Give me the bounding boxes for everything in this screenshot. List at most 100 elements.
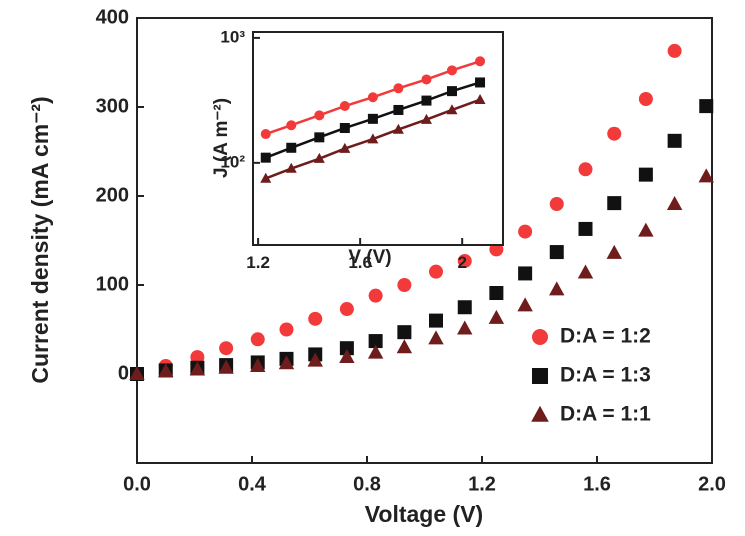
point xyxy=(218,359,234,374)
x-tick-label: 2.0 xyxy=(698,473,726,495)
inset-point xyxy=(339,142,351,153)
point xyxy=(367,344,384,359)
inset-point xyxy=(393,83,404,94)
y-tick-label: 400 xyxy=(96,6,129,28)
point xyxy=(397,278,412,292)
point xyxy=(518,224,533,239)
point xyxy=(339,302,354,317)
point xyxy=(667,43,682,58)
inset-y-tick-label: 10³ xyxy=(220,27,245,46)
inset-point xyxy=(475,77,486,88)
point xyxy=(308,311,323,326)
inset-point xyxy=(446,65,457,76)
inset-point xyxy=(339,101,350,112)
point xyxy=(549,281,565,296)
inset-point xyxy=(420,113,432,124)
inset-x-axis-label: V (V) xyxy=(348,247,391,268)
point xyxy=(698,168,714,183)
inset-x-tick-label: 1.6 xyxy=(348,253,372,272)
point xyxy=(250,332,265,347)
point xyxy=(667,133,682,148)
y-tick-label: 100 xyxy=(96,273,129,295)
inset-point xyxy=(421,74,432,85)
legend-marker xyxy=(531,405,549,422)
inset-y-tick-label: 10² xyxy=(220,152,245,171)
point xyxy=(279,322,294,337)
point xyxy=(250,357,266,372)
point xyxy=(339,341,354,356)
inset-x-tick-label: 1.2 xyxy=(246,253,270,272)
point xyxy=(158,363,174,378)
legend-label: D:A = 1:3 xyxy=(560,364,651,387)
y-tick-label: 0 xyxy=(118,362,129,384)
point xyxy=(638,222,654,237)
point xyxy=(457,253,472,268)
point xyxy=(278,355,295,370)
inset-point xyxy=(314,110,325,121)
point xyxy=(638,91,653,106)
point xyxy=(607,126,622,141)
point xyxy=(578,162,593,177)
inset-point xyxy=(421,95,432,106)
legend-label: D:A = 1:1 xyxy=(560,403,651,426)
x-axis-label: Voltage (V) xyxy=(365,501,483,527)
point xyxy=(638,167,653,182)
point xyxy=(428,330,444,345)
point xyxy=(457,300,472,315)
point xyxy=(489,286,504,301)
legend-marker xyxy=(532,329,548,345)
inset-point xyxy=(367,113,378,124)
y-axis-label: Current density (mA cm⁻²) xyxy=(27,96,53,383)
inset-point xyxy=(339,123,350,134)
point xyxy=(219,341,234,356)
point xyxy=(666,195,683,210)
x-tick-label: 0.4 xyxy=(238,473,267,495)
point xyxy=(397,325,412,340)
point xyxy=(607,196,622,211)
x-tick-label: 0.8 xyxy=(353,473,381,495)
inset-point xyxy=(474,93,486,104)
inset-point xyxy=(285,162,297,173)
inset-point xyxy=(286,120,297,131)
inset-point xyxy=(475,56,486,67)
inset-point xyxy=(260,152,271,163)
point xyxy=(699,99,714,114)
point xyxy=(429,313,443,328)
point xyxy=(517,297,533,312)
point xyxy=(339,349,355,364)
y-tick-label: 200 xyxy=(96,184,129,206)
inset-point xyxy=(392,123,404,134)
inset-point xyxy=(367,133,379,144)
point xyxy=(457,320,473,335)
inset-background xyxy=(253,32,503,245)
legend-label: D:A = 1:2 xyxy=(560,325,651,348)
point xyxy=(129,365,145,380)
inset-point xyxy=(313,152,325,163)
inset-point xyxy=(260,129,271,140)
inset-point xyxy=(260,172,272,183)
inset-point xyxy=(393,104,404,115)
inset-y-axis-label: J (A m⁻²) xyxy=(211,98,232,178)
point xyxy=(549,245,564,260)
point xyxy=(429,264,443,279)
plot-frame xyxy=(136,17,713,464)
point xyxy=(577,264,594,279)
inset-point xyxy=(446,104,458,115)
point xyxy=(606,244,622,259)
inset-point xyxy=(286,142,297,153)
point xyxy=(368,334,383,349)
point xyxy=(189,361,206,376)
inset-point xyxy=(367,92,378,103)
point xyxy=(488,309,505,324)
point xyxy=(549,197,564,212)
x-tick-label: 1.2 xyxy=(468,473,496,495)
inset-x-tick-label: 2 xyxy=(457,253,466,272)
point xyxy=(518,266,533,281)
y-tick-label: 300 xyxy=(96,95,129,117)
point xyxy=(307,352,323,367)
point xyxy=(578,221,593,236)
x-tick-label: 0.0 xyxy=(123,473,151,495)
inset-plot-frame xyxy=(252,31,504,246)
point xyxy=(396,339,413,354)
